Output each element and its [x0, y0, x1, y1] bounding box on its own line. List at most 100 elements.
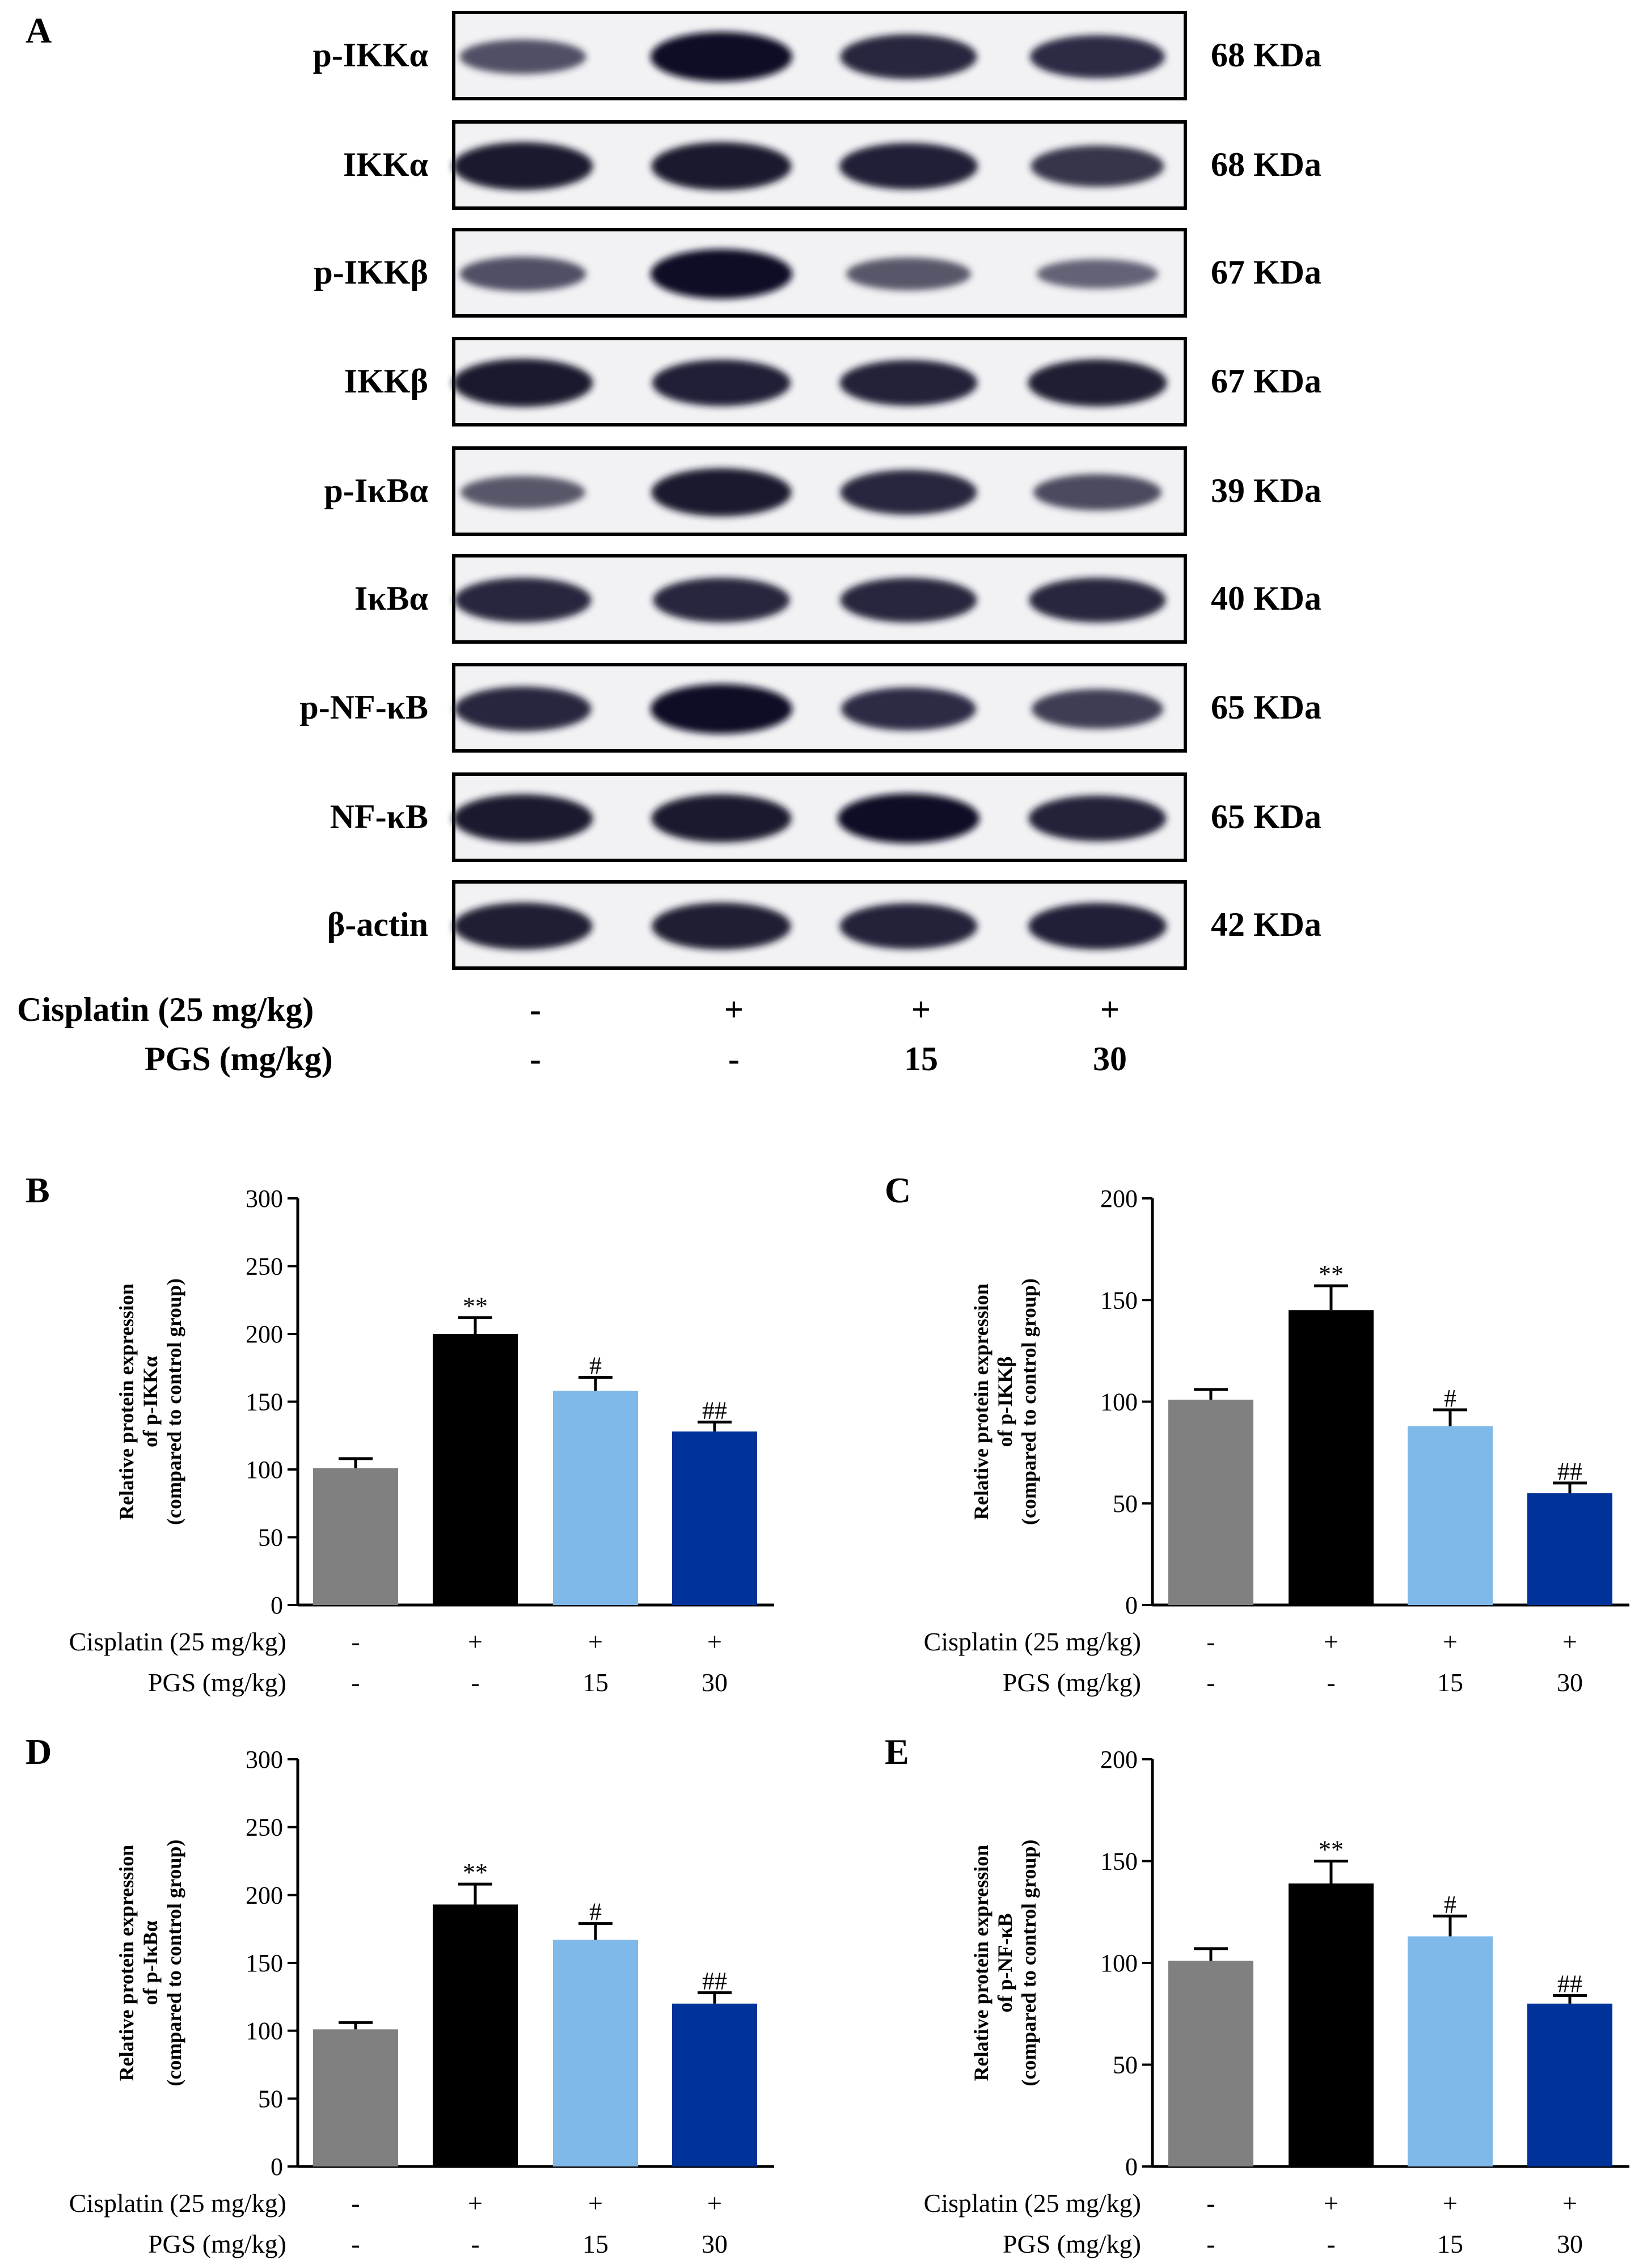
pgs-value: 15: [1437, 1668, 1463, 1697]
bar: [433, 1334, 518, 1605]
blot-band: [652, 902, 791, 950]
significance-marker: **: [1319, 1836, 1344, 1864]
pgs-value: 30: [1557, 2229, 1583, 2258]
cisplatin-value: +: [707, 1627, 722, 1656]
y-axis-title-line: of p-NF-κB: [994, 1914, 1016, 2013]
blot-kda-label: 68 KDa: [1211, 36, 1321, 74]
pgs-value: -: [471, 2229, 479, 2258]
y-tick-label: 200: [1100, 1185, 1138, 1213]
blot-protein-label: NF-κB: [330, 798, 428, 835]
panel-letter: B: [26, 1170, 50, 1210]
bar: [1527, 2003, 1612, 2166]
blot-row: NF-κB 65 KDa: [330, 772, 1321, 862]
significance-marker: **: [463, 1859, 488, 1886]
significance-marker: ##: [702, 1396, 727, 1424]
y-axis-title-line: (compared to control group): [163, 1840, 185, 2087]
y-axis-title-line: Relative protein expression: [970, 1283, 992, 1520]
y-tick-label: 0: [1125, 2153, 1138, 2181]
blot-band: [1032, 689, 1163, 729]
blot-band: [839, 903, 978, 949]
cisplatin-value: +: [1100, 991, 1120, 1028]
blot-protein-label: p-IκBα: [324, 472, 428, 509]
y-tick-label: 50: [1113, 2051, 1138, 2079]
y-tick-label: 50: [258, 1524, 283, 1552]
blot-row: IκBα 40 KDa: [354, 554, 1321, 644]
blot-band: [841, 687, 976, 730]
blot-row: p-IKKβ 67 KDa: [314, 228, 1321, 318]
chart-e: E 0 50 100 150 200 Relative protein expression…: [885, 1731, 1629, 2258]
y-axis-title-line: (compared to control group): [163, 1278, 185, 1525]
cisplatin-value: +: [588, 2189, 603, 2218]
pgs-value: -: [471, 1668, 479, 1697]
y-tick-label: 200: [1100, 1746, 1138, 1773]
blot-bands: [459, 32, 1165, 82]
significance-marker: #: [589, 1898, 602, 1926]
blot-protein-label: β-actin: [327, 906, 428, 943]
cisplatin-value: +: [1562, 2189, 1577, 2218]
pgs-value: -: [351, 2229, 360, 2258]
y-axis-title-line: of p-IκBα: [139, 1920, 162, 2005]
pgs-label: PGS (mg/kg): [148, 2229, 286, 2258]
cisplatin-value: +: [1443, 2189, 1458, 2218]
cisplatin-value: +: [707, 2189, 722, 2218]
pgs-value: -: [530, 1040, 541, 1078]
panel-letter: E: [885, 1731, 909, 1772]
blot-row: p-NF-κB 65 KDa: [299, 663, 1321, 753]
pgs-value: -: [1327, 1668, 1335, 1697]
cisplatin-value: -: [1206, 1627, 1215, 1656]
blot-bands: [453, 902, 1167, 950]
y-tick-label: 100: [1100, 1388, 1138, 1416]
pgs-value: -: [728, 1040, 740, 1078]
cisplatin-label: Cisplatin (25 mg/kg): [69, 1627, 286, 1656]
y-axis-title-line: Relative protein expression: [970, 1845, 992, 2081]
blot-band: [459, 256, 586, 292]
bar: [433, 1904, 518, 2166]
blot-protein-label: IKKβ: [344, 362, 428, 400]
bar: [553, 1391, 638, 1605]
blot-band: [454, 577, 592, 623]
blot-kda-label: 67 KDa: [1211, 362, 1321, 400]
y-tick-label: 50: [1113, 1490, 1138, 1518]
bar: [313, 1468, 398, 1605]
blot-band: [839, 360, 978, 406]
y-tick-label: 50: [258, 2085, 283, 2113]
cisplatin-value: +: [724, 991, 744, 1028]
y-tick-label: 250: [246, 1814, 283, 1842]
panel-letter-a: A: [26, 10, 52, 50]
cisplatin-label: Cisplatin (25 mg/kg): [924, 2189, 1141, 2218]
blot-row: p-IKKα 68 KDa: [312, 11, 1321, 100]
blot-row: p-IκBα 39 KDa: [324, 446, 1321, 536]
pgs-value: 15: [582, 1668, 609, 1697]
y-tick-label: 150: [246, 1388, 283, 1416]
y-axis-title: Relative protein expression of p-IKKα (com…: [115, 1278, 185, 1525]
blot-band: [651, 142, 792, 191]
blot-row: β-actin 42 KDa: [327, 880, 1321, 970]
chart-b: B 0 50 100 150 200 250 300 Relative protein expr…: [26, 1170, 774, 1697]
bar: [672, 1431, 757, 1605]
significance-marker: ##: [1557, 1970, 1582, 1997]
y-tick-label: 0: [1125, 1591, 1138, 1619]
bar: [1289, 1310, 1374, 1605]
pgs-value: -: [351, 1668, 360, 1697]
blot-kda-label: 68 KDa: [1211, 146, 1321, 183]
blot-band: [838, 793, 979, 843]
y-tick-label: 100: [246, 2017, 283, 2045]
panel-letter: D: [26, 1731, 52, 1772]
cisplatin-label: Cisplatin (25 mg/kg): [17, 991, 314, 1028]
blot-bands: [453, 142, 1164, 191]
bar: [553, 1940, 638, 2166]
blot-band: [453, 794, 593, 843]
blot-protein-label: IKKα: [343, 146, 428, 183]
blot-bands: [453, 358, 1167, 407]
blot-band: [453, 358, 593, 407]
blot-band: [846, 257, 971, 290]
y-axis-title-line: of p-IKKα: [139, 1356, 162, 1447]
blot-band: [652, 360, 791, 406]
y-tick-label: 100: [246, 1456, 283, 1484]
blot-band: [1028, 795, 1167, 842]
pgs-value: 30: [1093, 1040, 1127, 1078]
cisplatin-value: -: [351, 2189, 360, 2218]
blot-band: [651, 684, 792, 734]
cisplatin-value: -: [1206, 2189, 1215, 2218]
